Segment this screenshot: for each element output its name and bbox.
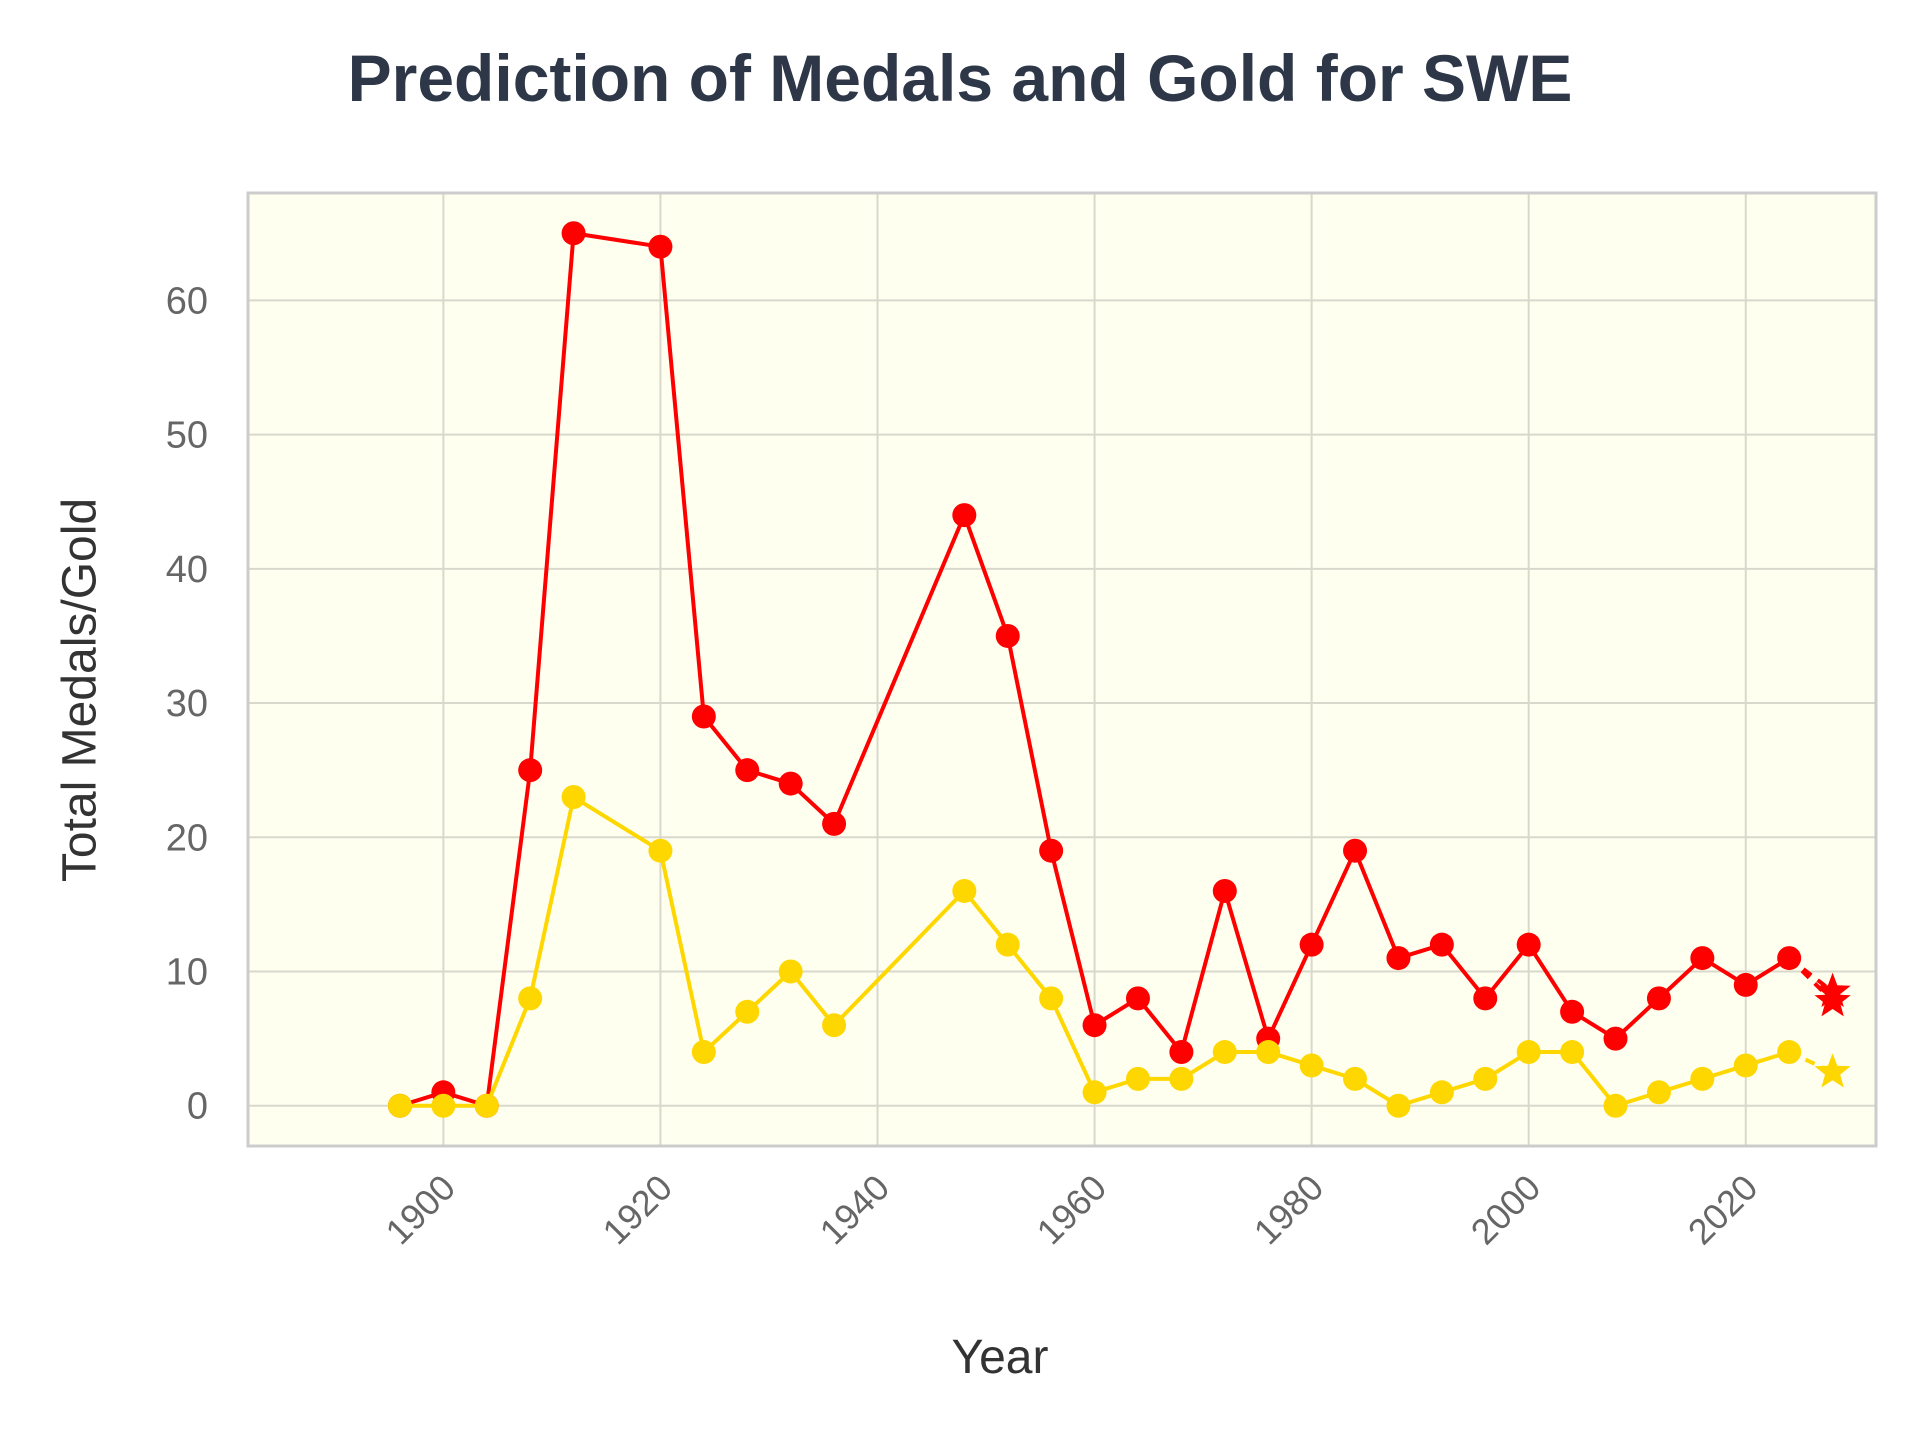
data-point-1 bbox=[1690, 1066, 1715, 1091]
y-tick-label: 60 bbox=[166, 280, 208, 322]
data-point-1 bbox=[1386, 1093, 1411, 1118]
data-point-0 bbox=[1473, 986, 1498, 1011]
data-point-0 bbox=[691, 704, 716, 729]
y-tick-label: 10 bbox=[166, 952, 208, 994]
data-point-1 bbox=[1082, 1080, 1107, 1105]
data-point-0 bbox=[1690, 946, 1715, 971]
x-tick-label: 1900 bbox=[377, 1167, 463, 1253]
data-point-1 bbox=[1299, 1053, 1324, 1078]
x-axis-label: Year bbox=[951, 1331, 1049, 1384]
data-point-1 bbox=[387, 1093, 412, 1118]
data-point-1 bbox=[1603, 1093, 1628, 1118]
data-point-1 bbox=[1473, 1066, 1498, 1091]
data-point-0 bbox=[1039, 838, 1064, 863]
data-point-1 bbox=[1343, 1066, 1368, 1091]
data-point-0 bbox=[518, 758, 543, 783]
plot-frame bbox=[246, 191, 1878, 1148]
x-tick-label: 2020 bbox=[1680, 1167, 1766, 1253]
data-point-0 bbox=[648, 234, 673, 259]
x-tick-label: 1980 bbox=[1246, 1167, 1332, 1253]
data-point-1 bbox=[1169, 1066, 1194, 1091]
data-point-1 bbox=[1256, 1040, 1281, 1065]
x-tick-label: 1940 bbox=[812, 1167, 898, 1253]
data-point-1 bbox=[561, 785, 586, 810]
data-point-0 bbox=[1777, 946, 1802, 971]
y-tick-label: 30 bbox=[166, 683, 208, 725]
data-point-1 bbox=[1212, 1040, 1237, 1065]
data-point-0 bbox=[1560, 999, 1585, 1024]
data-point-0 bbox=[1516, 932, 1541, 957]
x-tick-label: 1960 bbox=[1029, 1167, 1115, 1253]
data-point-0 bbox=[822, 811, 847, 836]
data-point-1 bbox=[778, 959, 803, 984]
data-point-1 bbox=[1429, 1080, 1454, 1105]
data-point-0 bbox=[1386, 946, 1411, 971]
data-point-1 bbox=[691, 1040, 716, 1065]
data-point-1 bbox=[1733, 1053, 1758, 1078]
prediction-star-0-1 bbox=[1814, 982, 1851, 1017]
data-point-0 bbox=[995, 623, 1020, 648]
data-point-0 bbox=[735, 758, 760, 783]
y-tick-label: 40 bbox=[166, 549, 208, 591]
data-point-1 bbox=[1039, 986, 1064, 1011]
data-point-1 bbox=[952, 878, 977, 903]
data-point-1 bbox=[1777, 1040, 1802, 1065]
data-point-1 bbox=[995, 932, 1020, 957]
chart-title: Prediction of Medals and Gold for SWE bbox=[347, 41, 1573, 115]
data-point-1 bbox=[735, 999, 760, 1024]
data-point-0 bbox=[1733, 972, 1758, 997]
data-point-1 bbox=[1125, 1066, 1150, 1091]
x-tick-label: 1920 bbox=[594, 1167, 680, 1253]
plot-background bbox=[248, 193, 1876, 1146]
data-point-1 bbox=[1646, 1080, 1671, 1105]
data-point-0 bbox=[1603, 1026, 1628, 1051]
data-point-0 bbox=[1429, 932, 1454, 957]
y-tick-label: 0 bbox=[187, 1086, 208, 1128]
data-point-0 bbox=[1082, 1013, 1107, 1038]
data-point-0 bbox=[1169, 1040, 1194, 1065]
data-point-0 bbox=[1646, 986, 1671, 1011]
data-point-1 bbox=[1516, 1040, 1541, 1065]
data-point-0 bbox=[778, 771, 803, 796]
data-point-1 bbox=[1560, 1040, 1585, 1065]
data-point-0 bbox=[952, 503, 977, 528]
data-point-0 bbox=[1212, 878, 1237, 903]
data-point-1 bbox=[648, 838, 673, 863]
data-point-0 bbox=[1343, 838, 1368, 863]
x-tick-label: 2000 bbox=[1463, 1167, 1549, 1253]
y-tick-label: 20 bbox=[166, 817, 208, 859]
data-point-1 bbox=[822, 1013, 847, 1038]
data-point-1 bbox=[431, 1093, 456, 1118]
data-point-0 bbox=[1125, 986, 1150, 1011]
data-point-1 bbox=[518, 986, 543, 1011]
prediction-star-1-0 bbox=[1814, 1053, 1851, 1088]
data-point-1 bbox=[474, 1093, 499, 1118]
data-point-0 bbox=[1299, 932, 1324, 957]
y-tick-label: 50 bbox=[166, 415, 208, 457]
data-point-0 bbox=[561, 221, 586, 246]
